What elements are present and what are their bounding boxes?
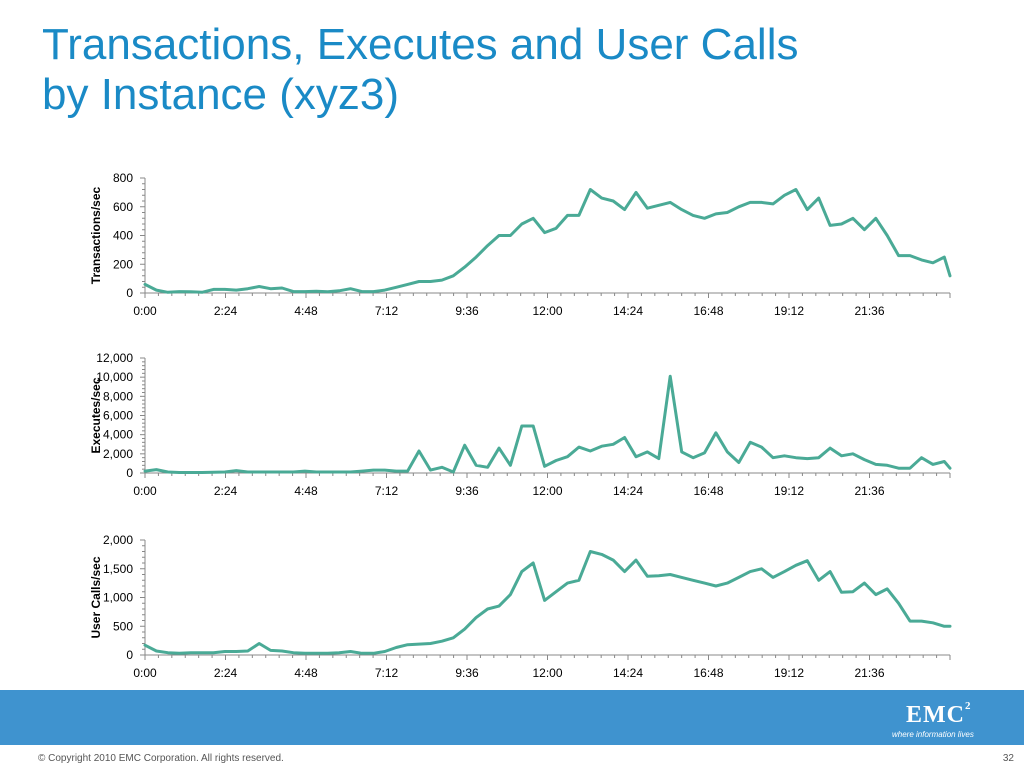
logo-superscript: 2	[965, 700, 972, 712]
user-calls-sec-x-tick-label: 4:48	[294, 666, 318, 680]
transactions-chart: 0 200 400 600 800 0:00 2:24 4:48 7:12 9:36 12:00 14…	[89, 171, 952, 318]
transactions-sec-x-tick-label: 21:36	[854, 304, 884, 318]
user-calls-sec-y-tick-label: 0	[126, 648, 133, 662]
transactions-sec-y-tick-label: 800	[113, 171, 133, 185]
transactions-sec-y-tick-label: 200	[113, 257, 133, 271]
executes-sec-y-axis-label: Executes/sec	[89, 377, 103, 453]
user-calls-sec-x-tick-label: 7:12	[375, 666, 399, 680]
user-calls-sec-x-tick-label: 16:48	[693, 666, 723, 680]
slide-title: Transactions, Executes and User Calls by…	[42, 20, 1002, 120]
user-calls-sec-y-tick-label: 1,500	[103, 562, 133, 576]
transactions-sec-x-tick-label: 4:48	[294, 304, 318, 318]
user-calls-sec-y-axis-label: User Calls/sec	[89, 556, 103, 638]
transactions-sec-x-tick-label: 12:00	[532, 304, 562, 318]
user-calls-sec-y-tick-label: 1,000	[103, 591, 133, 605]
transactions-sec-x-tick-label: 14:24	[613, 304, 643, 318]
user-calls-sec-x-tick-label: 2:24	[214, 666, 238, 680]
transactions-sec-x-tick-label: 7:12	[375, 304, 399, 318]
emc-logo: EMC2 where information lives	[890, 700, 990, 740]
executes-sec-y-tick-label: 12,000	[96, 351, 133, 365]
executes-sec-x-tick-label: 12:00	[532, 484, 562, 498]
transactions-sec-x-tick-label: 19:12	[774, 304, 804, 318]
executes-sec-x-tick-label: 14:24	[613, 484, 643, 498]
footer-band	[0, 690, 1024, 745]
executes-sec-y-tick-label: 0	[126, 466, 133, 480]
user-calls-sec-x-tick-label: 14:24	[613, 666, 643, 680]
executes-sec-y-tick-label: 4,000	[103, 428, 133, 442]
transactions-sec-y-tick-label: 400	[113, 229, 133, 243]
executes-sec-x-tick-label: 9:36	[455, 484, 479, 498]
executes-sec-y-tick-label: 6,000	[103, 409, 133, 423]
executes-chart: 0 2,000 4,000 6,000 8,000 10,000 12,000 0:00 2:2…	[89, 351, 952, 498]
executes-sec-y-tick-label: 8,000	[103, 389, 133, 403]
executes-sec-y-tick-label: 10,000	[96, 370, 133, 384]
user-calls-sec-y-tick-label: 500	[113, 619, 133, 633]
logo-tagline: where information lives	[892, 730, 974, 739]
transactions-sec-x-tick-label: 9:36	[455, 304, 479, 318]
transactions-sec-y-tick-label: 0	[126, 286, 133, 300]
transactions-sec-x-tick-label: 0:00	[133, 304, 157, 318]
executes-sec-x-tick-label: 0:00	[133, 484, 157, 498]
executes-sec-x-tick-label: 2:24	[214, 484, 238, 498]
user-calls-sec-y-tick-label: 2,000	[103, 533, 133, 547]
executes-sec-x-tick-label: 21:36	[854, 484, 884, 498]
user-calls-chart: 0 500 1,000 1,500 2,000 0:00 2:24 4:48 7:12 9:36 1…	[89, 533, 952, 680]
slide-title-line-2: by Instance (xyz3)	[42, 70, 400, 119]
user-calls-sec-x-tick-label: 9:36	[455, 666, 479, 680]
transactions-sec-y-axis-label: Transactions/sec	[89, 186, 103, 284]
user-calls-sec-x-tick-label: 19:12	[774, 666, 804, 680]
executes-sec-x-tick-label: 19:12	[774, 484, 804, 498]
copyright-text: © Copyright 2010 EMC Corporation. All ri…	[38, 753, 284, 764]
user-calls-sec-x-tick-label: 21:36	[854, 666, 884, 680]
executes-sec-x-tick-label: 7:12	[375, 484, 399, 498]
logo-mark: EMC2	[906, 700, 972, 729]
page-number: 32	[1002, 753, 1014, 764]
transactions-sec-y-tick-label: 600	[113, 200, 133, 214]
transactions-sec-series-line	[143, 188, 952, 294]
slide-title-line-1: Transactions, Executes and User Calls	[42, 20, 799, 69]
user-calls-sec-x-tick-label: 12:00	[532, 666, 562, 680]
transactions-sec-x-tick-label: 16:48	[693, 304, 723, 318]
logo-text: EMC	[906, 702, 965, 728]
executes-sec-series-line	[143, 374, 952, 474]
executes-sec-x-tick-label: 16:48	[693, 484, 723, 498]
user-calls-sec-series-line	[143, 550, 952, 655]
executes-sec-x-tick-label: 4:48	[294, 484, 318, 498]
user-calls-sec-x-tick-label: 0:00	[133, 666, 157, 680]
executes-sec-y-tick-label: 2,000	[103, 447, 133, 461]
transactions-sec-x-tick-label: 2:24	[214, 304, 238, 318]
